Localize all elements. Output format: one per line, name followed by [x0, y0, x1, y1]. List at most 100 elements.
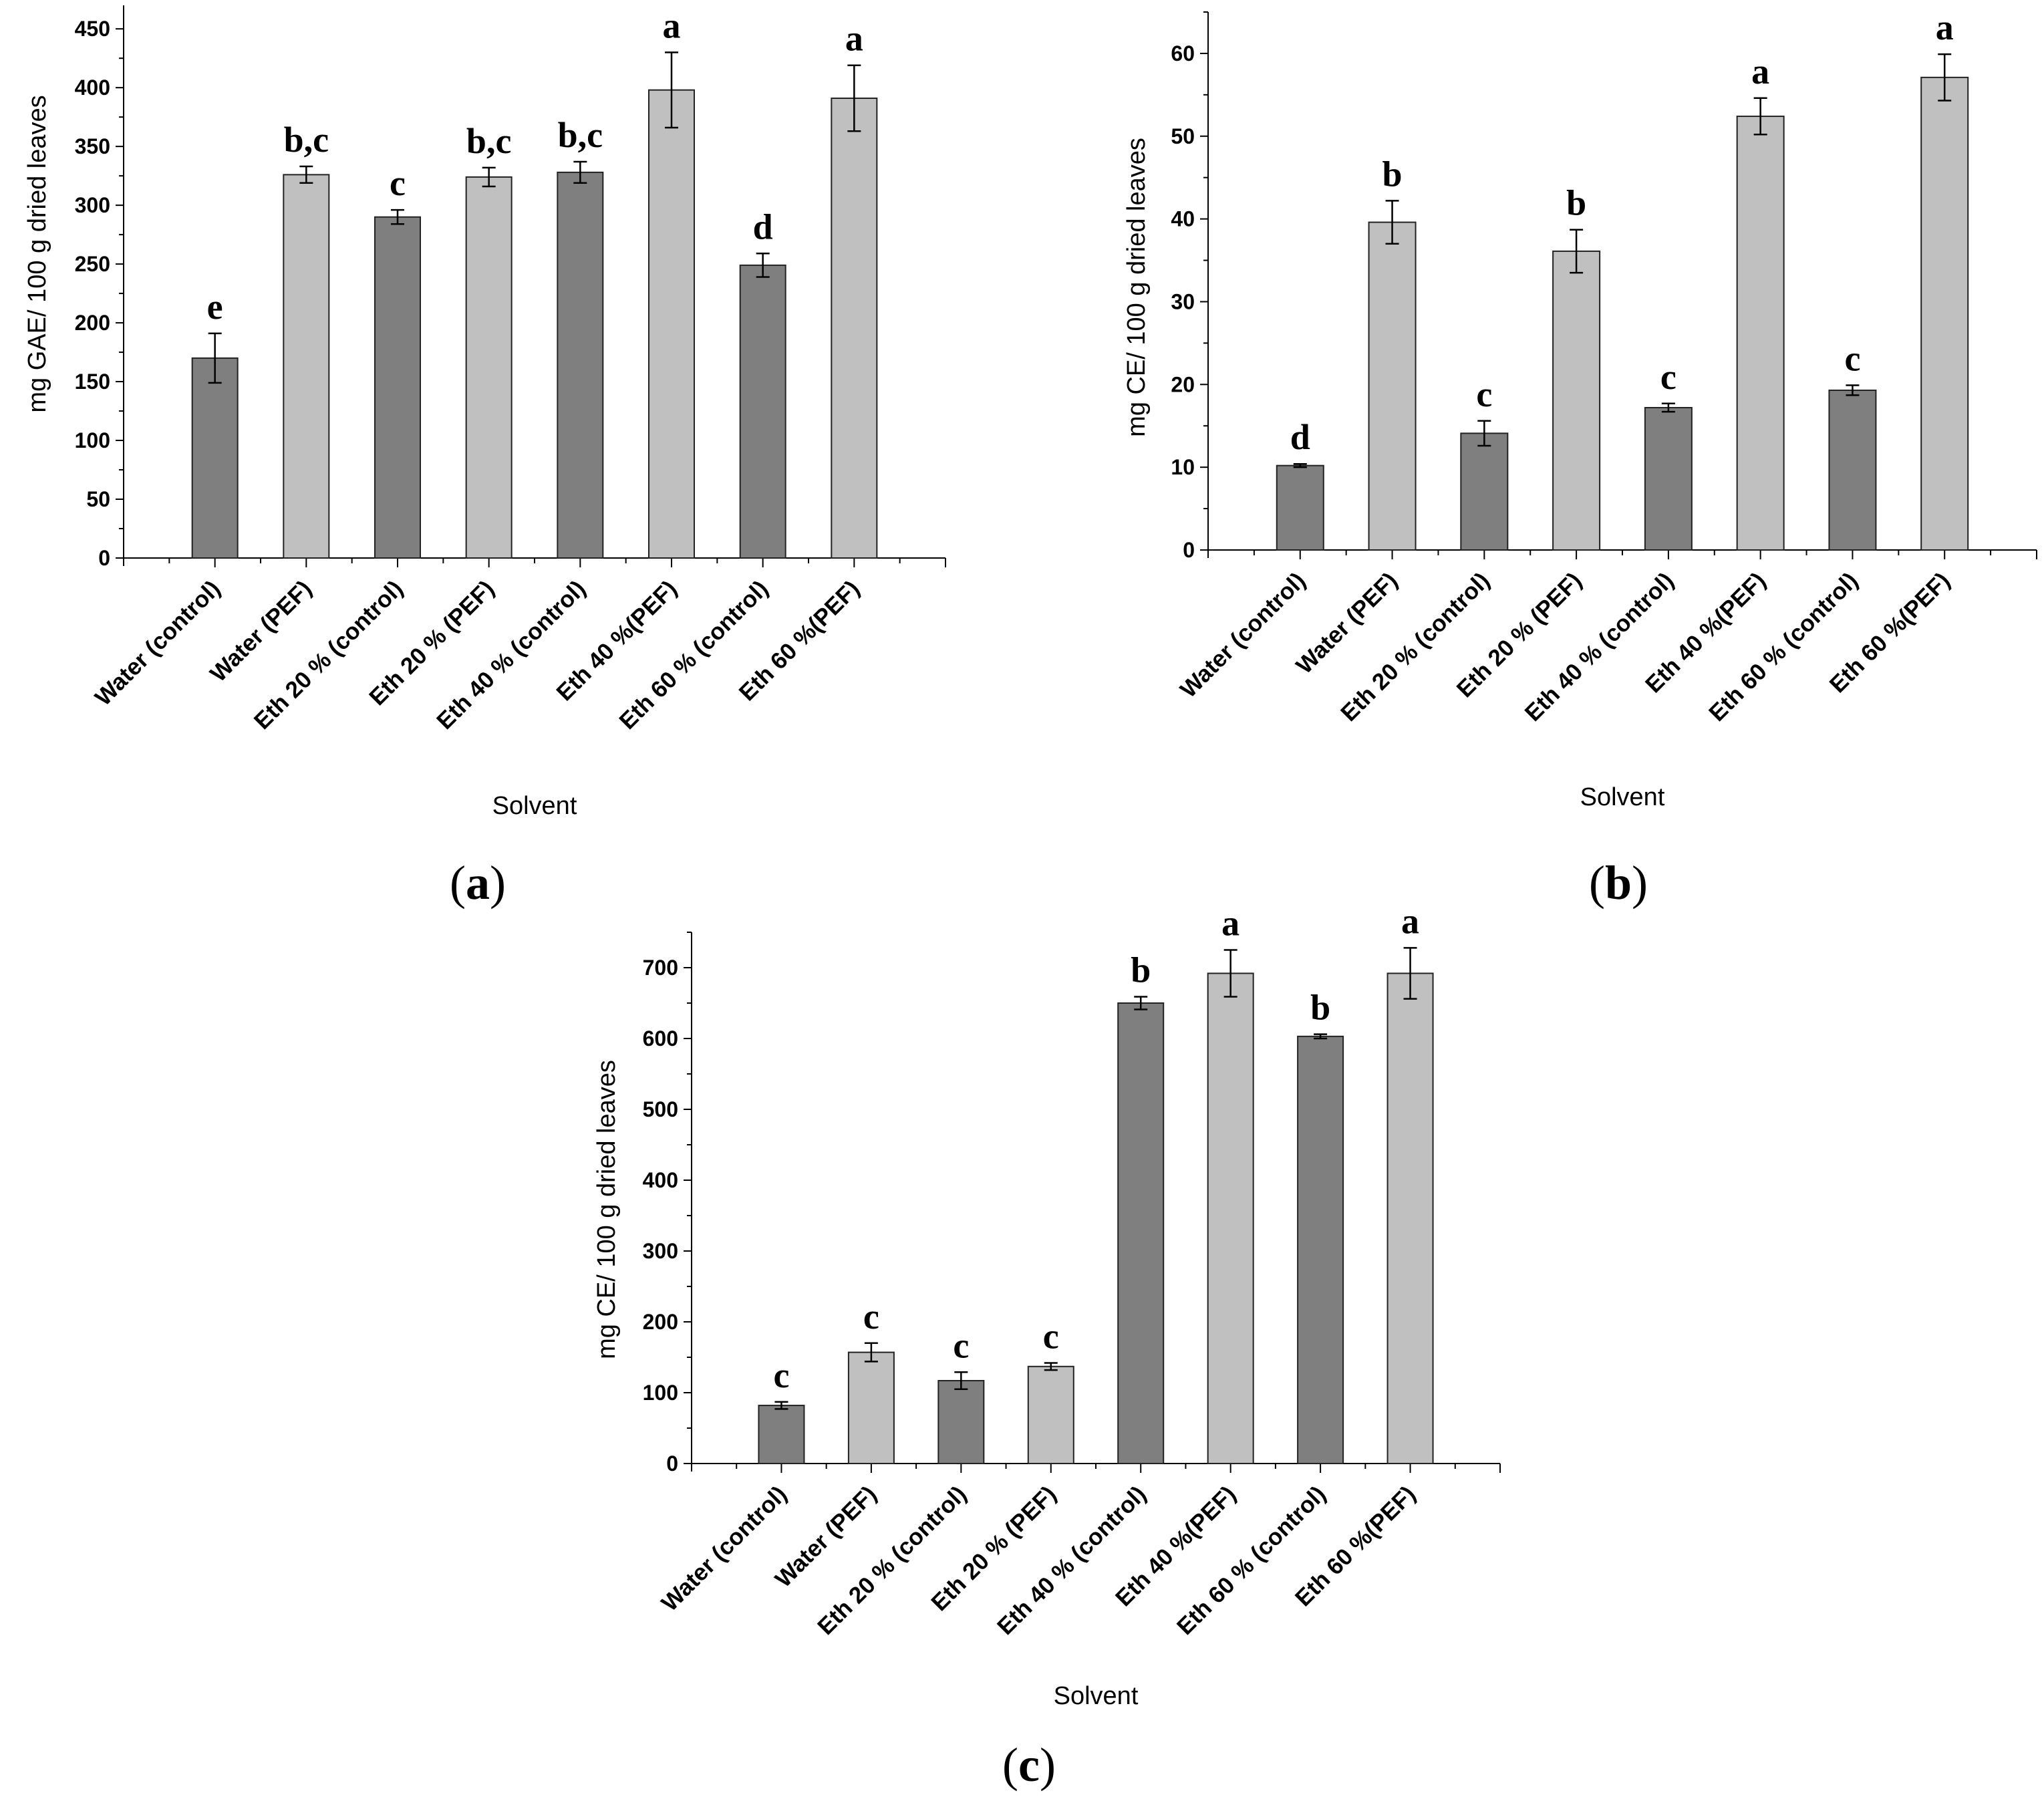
- error-bar: [1570, 229, 1584, 274]
- error-bar: [1223, 949, 1237, 998]
- y-tick-label: 300: [75, 193, 110, 217]
- error-bar: [299, 165, 313, 184]
- bar: [1552, 250, 1601, 551]
- error-bar: [1385, 200, 1399, 245]
- error-bar: [1938, 53, 1952, 102]
- bar: [648, 89, 695, 559]
- y-tick-label: 300: [643, 1239, 678, 1263]
- y-tick-label: 50: [1171, 124, 1195, 148]
- panel-label: (b): [1589, 856, 1648, 910]
- x-axis-title: Solvent: [1580, 783, 1665, 811]
- y-tick-label: 100: [75, 428, 110, 452]
- significance-letter: c: [1660, 357, 1676, 397]
- y-axis-title: mg GAE/ 100 g dried leaves: [23, 95, 51, 412]
- significance-letter: c: [953, 1325, 969, 1365]
- panel-label: (a): [450, 856, 506, 910]
- x-tick-label: Water (control): [656, 1481, 792, 1617]
- error-bar: [1314, 1033, 1328, 1040]
- x-tick-label: Eth 40 % (control): [992, 1481, 1151, 1640]
- error-bar: [756, 253, 770, 278]
- x-tick-label: Eth 20 % (control): [249, 575, 408, 734]
- error-bar: [1477, 420, 1491, 447]
- y-tick-label: 200: [75, 311, 110, 335]
- significance-letter: d: [753, 206, 773, 247]
- bar: [1117, 1002, 1165, 1464]
- y-tick-label: 0: [666, 1451, 678, 1476]
- x-tick-label: Water (control): [90, 575, 226, 711]
- error-bar: [1044, 1362, 1058, 1371]
- y-tick-label: 700: [643, 956, 678, 980]
- error-bar: [864, 1342, 878, 1363]
- significance-letter: b,c: [558, 115, 603, 155]
- significance-letter: c: [1844, 339, 1860, 379]
- y-tick-label: 20: [1171, 372, 1195, 396]
- y-tick-label: 200: [643, 1310, 678, 1334]
- y-tick-label: 400: [75, 76, 110, 100]
- bar: [937, 1379, 985, 1464]
- x-tick-label: Eth 60 % (control): [1172, 1481, 1331, 1640]
- y-tick-label: 450: [75, 17, 110, 41]
- y-tick-label: 600: [643, 1026, 678, 1051]
- y-tick-label: 100: [643, 1381, 678, 1405]
- y-tick-label: 350: [75, 134, 110, 158]
- bar: [1644, 406, 1693, 551]
- y-tick-label: 150: [75, 370, 110, 394]
- y-tick-label: 40: [1171, 207, 1195, 231]
- significance-letter: a: [845, 19, 863, 59]
- significance-letter: c: [1043, 1316, 1059, 1356]
- error-bar: [774, 1401, 788, 1410]
- x-tick-label: Water (control): [1175, 567, 1311, 703]
- bar: [1207, 972, 1254, 1464]
- chart-panel-a: 0 50 100 150 200 250 300 350 400 450 e Water (contr…: [23, 5, 946, 910]
- panel-label: (c): [1002, 1738, 1056, 1792]
- significance-letter: a: [663, 5, 681, 45]
- bar: [1736, 116, 1785, 551]
- significance-letter: b: [1566, 183, 1586, 223]
- bar: [1828, 389, 1877, 551]
- y-tick-label: 0: [98, 546, 110, 570]
- y-tick-label: 30: [1171, 289, 1195, 313]
- error-bar: [482, 166, 496, 188]
- bar: [1027, 1365, 1074, 1465]
- bar: [191, 357, 239, 559]
- error-bar: [847, 64, 861, 132]
- bar: [374, 216, 421, 559]
- error-bar: [573, 160, 587, 184]
- bar: [739, 264, 786, 559]
- significance-letter: e: [207, 287, 223, 327]
- error-bar: [1134, 996, 1148, 1010]
- y-axis-title: mg CE/ 100 g dried leaves: [1123, 138, 1151, 437]
- y-tick-label: 500: [643, 1097, 678, 1121]
- bar: [283, 174, 330, 559]
- bar: [465, 176, 513, 559]
- bar: [1297, 1035, 1344, 1464]
- error-bar: [1753, 97, 1767, 136]
- significance-letter: b,c: [284, 120, 329, 160]
- error-bar: [1661, 402, 1675, 413]
- significance-letter: b: [1131, 950, 1151, 990]
- bar: [847, 1351, 895, 1464]
- x-tick-label: Eth 40 % (control): [432, 575, 591, 734]
- significance-letter: b: [1310, 988, 1330, 1028]
- error-bar: [208, 332, 222, 384]
- error-bar: [1403, 947, 1417, 1000]
- x-axis-title: Solvent: [492, 792, 577, 820]
- x-tick-label: Eth 20 % (control): [813, 1481, 972, 1640]
- significance-letter: b,c: [466, 121, 512, 161]
- significance-letter: c: [773, 1355, 789, 1395]
- bar: [1460, 432, 1509, 551]
- x-tick-label: Eth 60 % (control): [614, 575, 773, 734]
- bar: [557, 171, 604, 559]
- bar: [1276, 464, 1324, 551]
- y-axis-title: mg CE/ 100 g dried leaves: [593, 1060, 621, 1359]
- error-bar: [1293, 462, 1307, 468]
- y-tick-label: 400: [643, 1168, 678, 1192]
- error-bar: [954, 1371, 968, 1390]
- bar: [1386, 972, 1434, 1464]
- significance-letter: a: [1401, 901, 1419, 941]
- significance-letter: c: [1476, 374, 1492, 414]
- significance-letter: c: [390, 163, 406, 203]
